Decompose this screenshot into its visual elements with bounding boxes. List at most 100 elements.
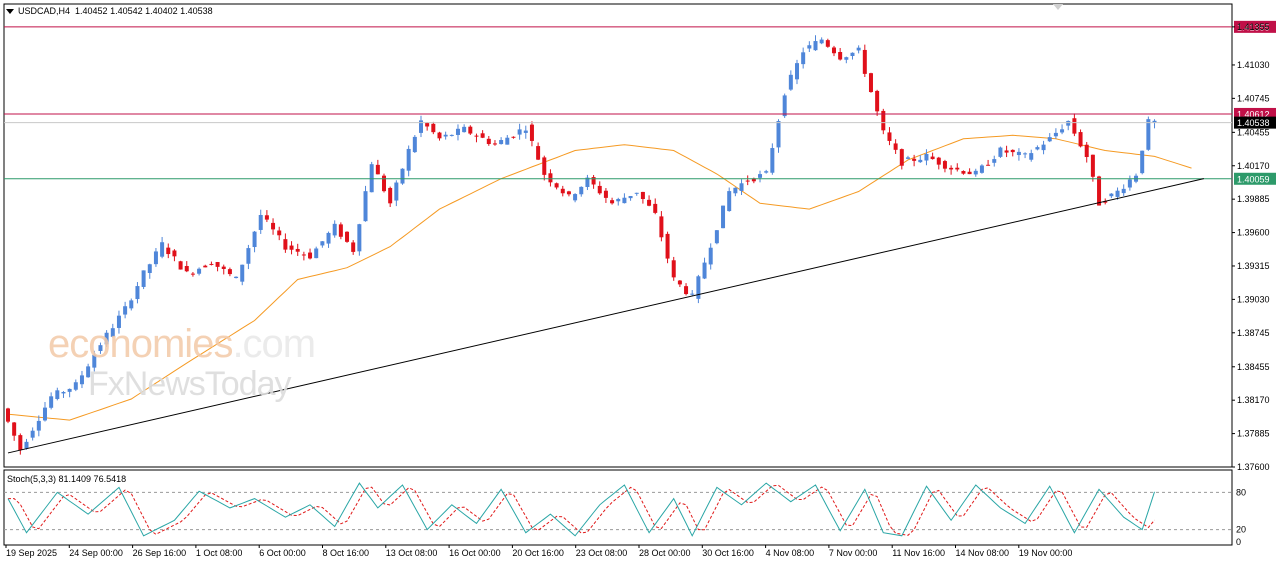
candle-body	[548, 173, 553, 183]
collapse-triangle-icon[interactable]	[6, 9, 14, 15]
candle-body	[714, 230, 719, 244]
candle-body	[603, 190, 608, 198]
candle-body	[240, 264, 245, 282]
candle-body	[622, 197, 627, 204]
y-tick-label: 1.41030	[1237, 60, 1270, 70]
candle-body	[905, 157, 910, 159]
candle-body	[184, 266, 189, 272]
candle-body	[986, 164, 991, 166]
candle-body	[554, 183, 559, 188]
candle-body	[289, 245, 294, 250]
y-tick-label: 1.38170	[1237, 395, 1270, 405]
candle-body	[967, 171, 972, 175]
candle-body	[499, 140, 504, 145]
candle-body	[42, 407, 47, 421]
candle-body	[566, 191, 571, 195]
candle-body	[418, 120, 423, 133]
stoch-axis-label: 0	[1236, 537, 1241, 547]
candle-body	[1029, 153, 1034, 160]
candle-body	[536, 146, 541, 160]
ohlc-values: 1.40452 1.40542 1.40402 1.40538	[75, 6, 213, 16]
x-tick-label: 20 Oct 16:00	[512, 548, 564, 558]
y-tick-label: 1.38745	[1237, 328, 1270, 338]
candle-body	[104, 332, 109, 345]
candle-body	[610, 200, 615, 204]
candle-body	[893, 143, 898, 150]
candle-body	[425, 122, 430, 127]
candle-body	[665, 233, 670, 259]
candle-body	[628, 195, 633, 199]
candle-body	[400, 168, 405, 184]
candle-body	[979, 165, 984, 173]
candle-body	[234, 276, 239, 279]
candle-body	[647, 199, 652, 206]
candle-body	[813, 41, 818, 51]
candle-body	[431, 123, 436, 133]
candle-body	[1023, 153, 1028, 155]
candle-body	[1109, 193, 1114, 197]
price-tag-1.40538	[1234, 116, 1276, 129]
candle-body	[1066, 120, 1071, 126]
candle-body	[1010, 149, 1015, 153]
ascending-trendline[interactable]	[7, 178, 1204, 454]
candle-body	[868, 73, 873, 93]
candle-body	[1152, 120, 1157, 123]
candle-body	[770, 148, 775, 173]
candle-body	[523, 130, 528, 133]
candle-body	[862, 49, 867, 74]
stoch-axis-label: 80	[1236, 487, 1246, 497]
candle-body	[351, 242, 356, 252]
candle-body	[92, 354, 97, 368]
candle-body	[301, 254, 306, 256]
candle-body	[992, 159, 997, 163]
candle-body	[579, 186, 584, 195]
candle-body	[49, 396, 54, 408]
candle-body	[1084, 144, 1089, 158]
x-tick-label: 23 Oct 08:00	[576, 548, 628, 558]
candle-body	[690, 293, 695, 295]
candle-body	[764, 171, 769, 173]
candle-body	[36, 420, 41, 431]
candle-body	[696, 276, 701, 299]
candle-body	[831, 47, 836, 54]
candle-body	[160, 242, 165, 257]
x-tick-label: 1 Oct 08:00	[196, 548, 243, 558]
x-tick-label: 19 Sep 2025	[6, 548, 57, 558]
candle-body	[271, 222, 276, 230]
watermark-economies-logo: economies.com	[48, 322, 316, 366]
candle-body	[1041, 144, 1046, 151]
scroll-marker-icon[interactable]	[1053, 4, 1063, 10]
candle-body	[67, 388, 72, 392]
candle-body	[1090, 154, 1095, 177]
candle-body	[684, 286, 689, 295]
candle-body	[264, 215, 269, 220]
candle-body	[388, 187, 393, 204]
price-tag-1.40059	[1234, 172, 1276, 185]
candle-body	[998, 147, 1003, 157]
candle-body	[320, 241, 325, 246]
candle-body	[659, 216, 664, 238]
candle-body	[295, 248, 300, 252]
oscillator-frame	[3, 469, 1233, 546]
y-tick-label: 1.39315	[1237, 261, 1270, 271]
candle-body	[1140, 150, 1145, 174]
candle-body	[357, 224, 362, 252]
candle-body	[949, 167, 954, 170]
candle-body	[573, 194, 578, 201]
candle-body	[585, 177, 590, 188]
candle-body	[394, 182, 399, 201]
x-tick-label: 19 Nov 00:00	[1019, 548, 1073, 558]
candle-body	[73, 382, 78, 390]
candle-body	[55, 390, 60, 399]
candle-body	[875, 90, 880, 112]
candle-body	[856, 47, 861, 51]
candle-body	[1060, 129, 1065, 133]
candle-body	[135, 286, 140, 300]
y-tick-label: 1.39030	[1237, 294, 1270, 304]
candle-body	[197, 268, 202, 274]
y-tick-label: 1.38455	[1237, 362, 1270, 372]
candle-body	[147, 264, 152, 273]
candle-body	[640, 191, 645, 200]
candle-body	[209, 263, 214, 265]
